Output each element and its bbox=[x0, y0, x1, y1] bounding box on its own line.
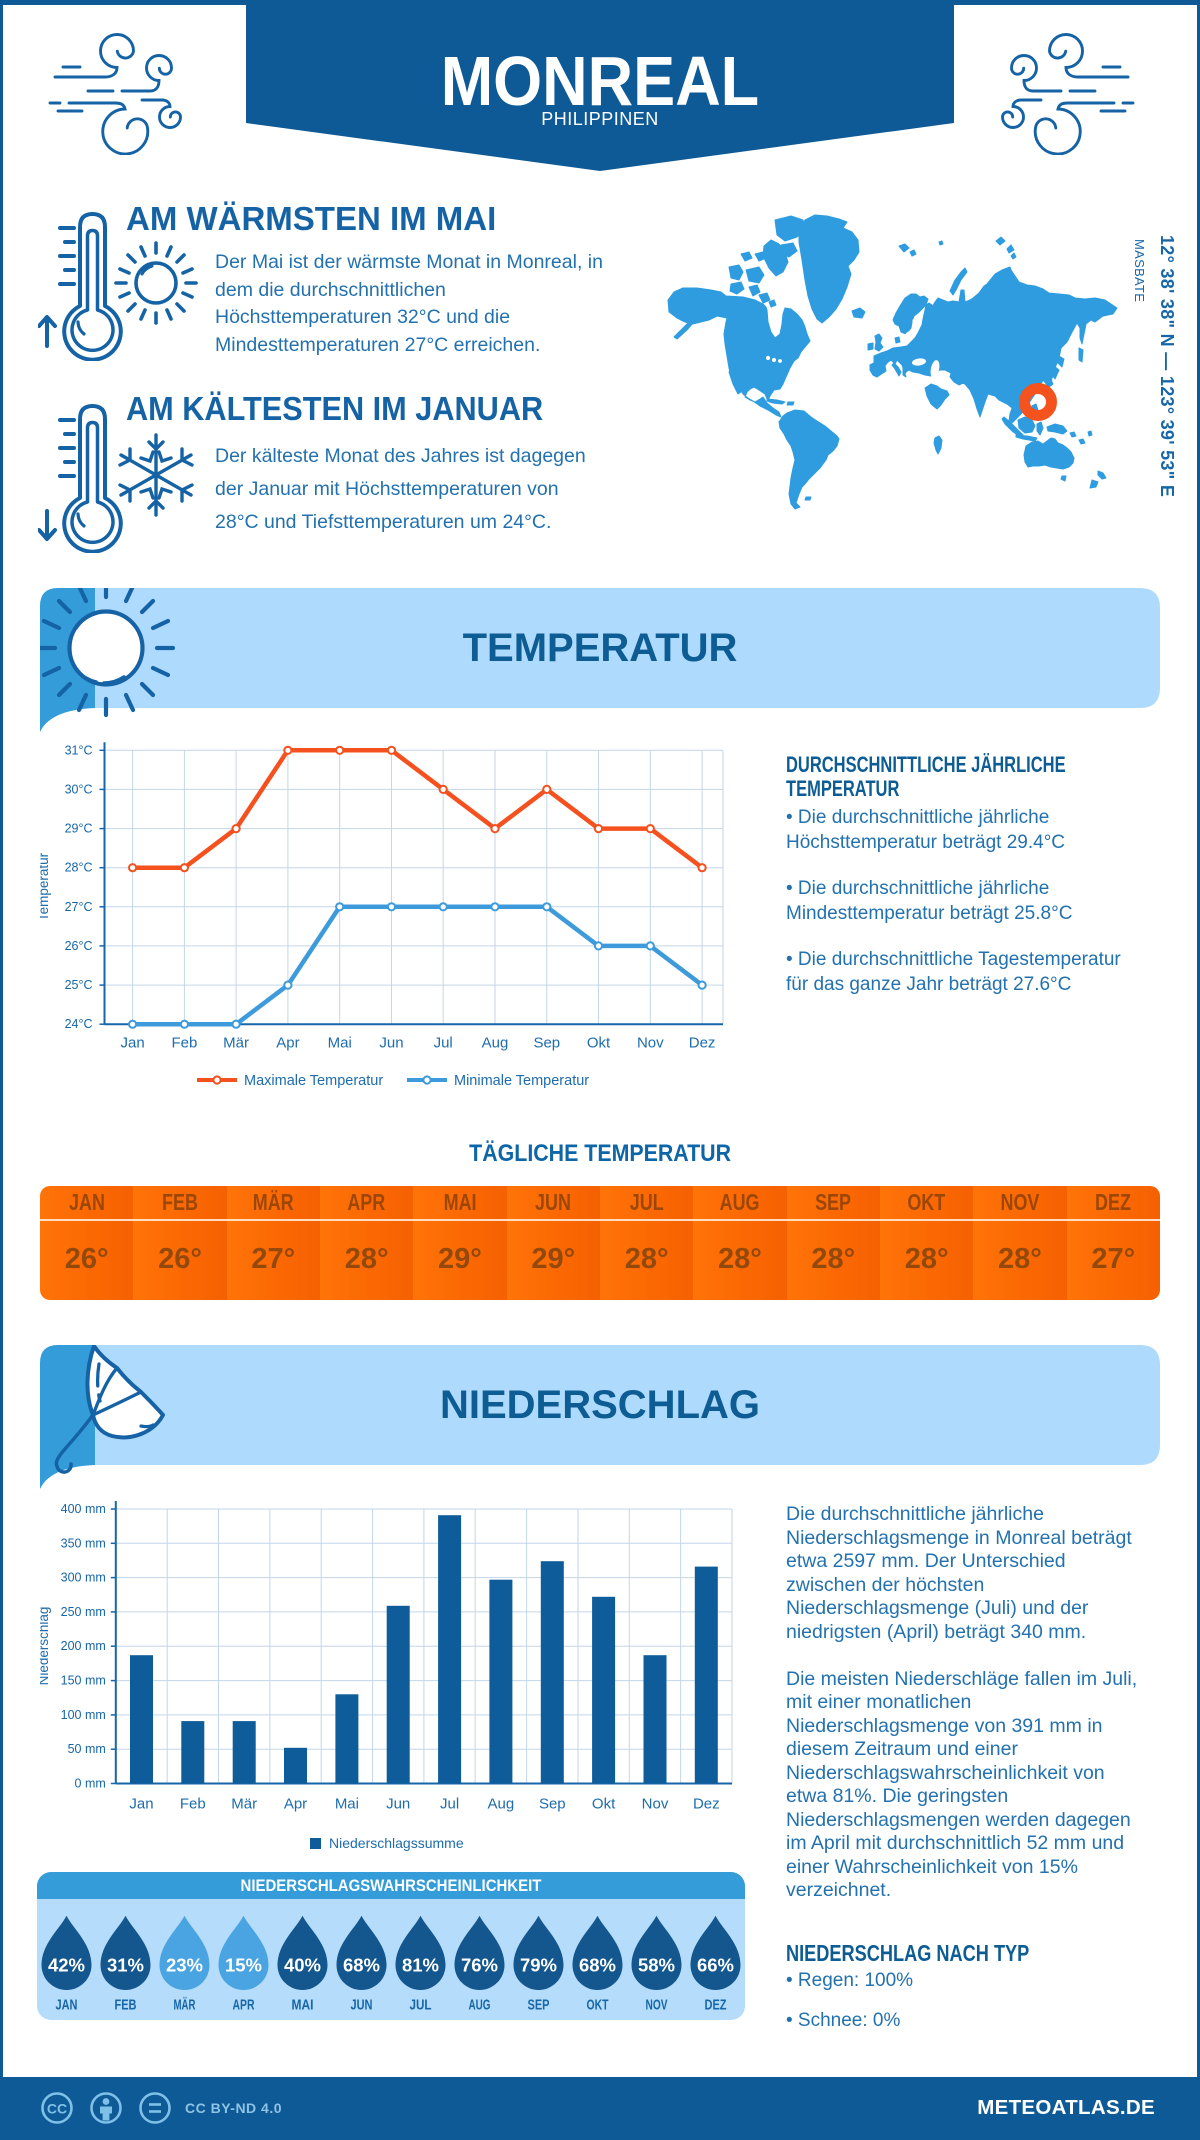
svg-text:Jun: Jun bbox=[379, 1035, 403, 1052]
svg-text:Okt: Okt bbox=[592, 1796, 616, 1813]
svg-text:350 mm: 350 mm bbox=[61, 1536, 106, 1550]
svg-text:28°C: 28°C bbox=[65, 861, 93, 875]
svg-text:Niederschlagssumme: Niederschlagssumme bbox=[329, 1835, 464, 1851]
svg-text:JAN: JAN bbox=[56, 1997, 78, 2014]
svg-text:Apr: Apr bbox=[284, 1796, 307, 1813]
svg-text:100 mm: 100 mm bbox=[61, 1708, 106, 1722]
svg-text:24°C: 24°C bbox=[65, 1017, 93, 1031]
svg-text:Mai: Mai bbox=[328, 1035, 352, 1052]
svg-text:Dez: Dez bbox=[689, 1035, 716, 1052]
svg-text:150 mm: 150 mm bbox=[61, 1674, 106, 1688]
svg-text:JUN: JUN bbox=[351, 1997, 373, 2014]
svg-text:SEP: SEP bbox=[528, 1997, 550, 2014]
svg-text:68%: 68% bbox=[343, 1955, 380, 1976]
svg-text:200 mm: 200 mm bbox=[61, 1639, 106, 1653]
svg-text:Jul: Jul bbox=[440, 1796, 459, 1813]
svg-text:Jun: Jun bbox=[386, 1796, 410, 1813]
svg-text:FEB: FEB bbox=[115, 1997, 137, 2014]
svg-text:Jan: Jan bbox=[121, 1035, 145, 1052]
svg-text:Mär: Mär bbox=[223, 1035, 249, 1052]
svg-text:Dez: Dez bbox=[693, 1796, 720, 1813]
svg-text:31%: 31% bbox=[107, 1955, 144, 1976]
svg-text:68%: 68% bbox=[579, 1955, 616, 1976]
svg-text:81%: 81% bbox=[402, 1955, 439, 1976]
svg-text:0 mm: 0 mm bbox=[75, 1777, 106, 1791]
svg-text:300 mm: 300 mm bbox=[61, 1571, 106, 1585]
svg-text:29°C: 29°C bbox=[65, 822, 93, 836]
svg-text:NOV: NOV bbox=[646, 1997, 668, 2014]
svg-text:40%: 40% bbox=[284, 1955, 321, 1976]
svg-text:Sep: Sep bbox=[539, 1796, 566, 1813]
svg-text:Nov: Nov bbox=[637, 1035, 664, 1052]
svg-text:15%: 15% bbox=[225, 1955, 262, 1976]
svg-text:CC: CC bbox=[47, 2101, 67, 2117]
svg-text:50 mm: 50 mm bbox=[68, 1742, 106, 1756]
svg-text:Minimale Temperatur: Minimale Temperatur bbox=[454, 1073, 589, 1089]
svg-text:Feb: Feb bbox=[180, 1796, 206, 1813]
svg-text:Okt: Okt bbox=[587, 1035, 611, 1052]
svg-text:CC BY-ND 4.0: CC BY-ND 4.0 bbox=[185, 2100, 282, 2116]
svg-text:Mai: Mai bbox=[335, 1796, 359, 1813]
svg-text:Feb: Feb bbox=[171, 1035, 197, 1052]
svg-text:AUG: AUG bbox=[469, 1997, 491, 2014]
svg-text:27°C: 27°C bbox=[65, 900, 93, 914]
svg-text:250 mm: 250 mm bbox=[61, 1605, 106, 1619]
svg-text:OKT: OKT bbox=[587, 1997, 609, 2014]
svg-text:Apr: Apr bbox=[276, 1035, 299, 1052]
svg-text:Niederschlag: Niederschlag bbox=[40, 1607, 51, 1686]
svg-text:DEZ: DEZ bbox=[705, 1997, 727, 2014]
svg-text:Aug: Aug bbox=[482, 1035, 509, 1052]
svg-text:Sep: Sep bbox=[533, 1035, 560, 1052]
svg-text:42%: 42% bbox=[48, 1955, 85, 1976]
svg-text:66%: 66% bbox=[697, 1955, 734, 1976]
svg-text:58%: 58% bbox=[638, 1955, 675, 1976]
svg-text:APR: APR bbox=[233, 1997, 255, 2014]
svg-text:Jul: Jul bbox=[434, 1035, 453, 1052]
svg-text:Maximale Temperatur: Maximale Temperatur bbox=[244, 1073, 383, 1089]
svg-text:Mär: Mär bbox=[231, 1796, 257, 1813]
svg-text:Jan: Jan bbox=[129, 1796, 153, 1813]
svg-text:400 mm: 400 mm bbox=[61, 1502, 106, 1516]
svg-text:30°C: 30°C bbox=[65, 782, 93, 796]
svg-text:79%: 79% bbox=[520, 1955, 557, 1976]
svg-text:76%: 76% bbox=[461, 1955, 498, 1976]
svg-text:26°C: 26°C bbox=[65, 939, 93, 953]
svg-text:23%: 23% bbox=[166, 1955, 203, 1976]
svg-text:Nov: Nov bbox=[642, 1796, 669, 1813]
svg-text:MAI: MAI bbox=[292, 1997, 314, 2014]
svg-text:31°C: 31°C bbox=[65, 743, 93, 757]
svg-text:JUL: JUL bbox=[410, 1997, 432, 2014]
svg-text:MÄR: MÄR bbox=[174, 1997, 196, 2014]
svg-text:Temperatur: Temperatur bbox=[40, 852, 51, 921]
svg-text:Aug: Aug bbox=[488, 1796, 515, 1813]
svg-text:25°C: 25°C bbox=[65, 978, 93, 992]
